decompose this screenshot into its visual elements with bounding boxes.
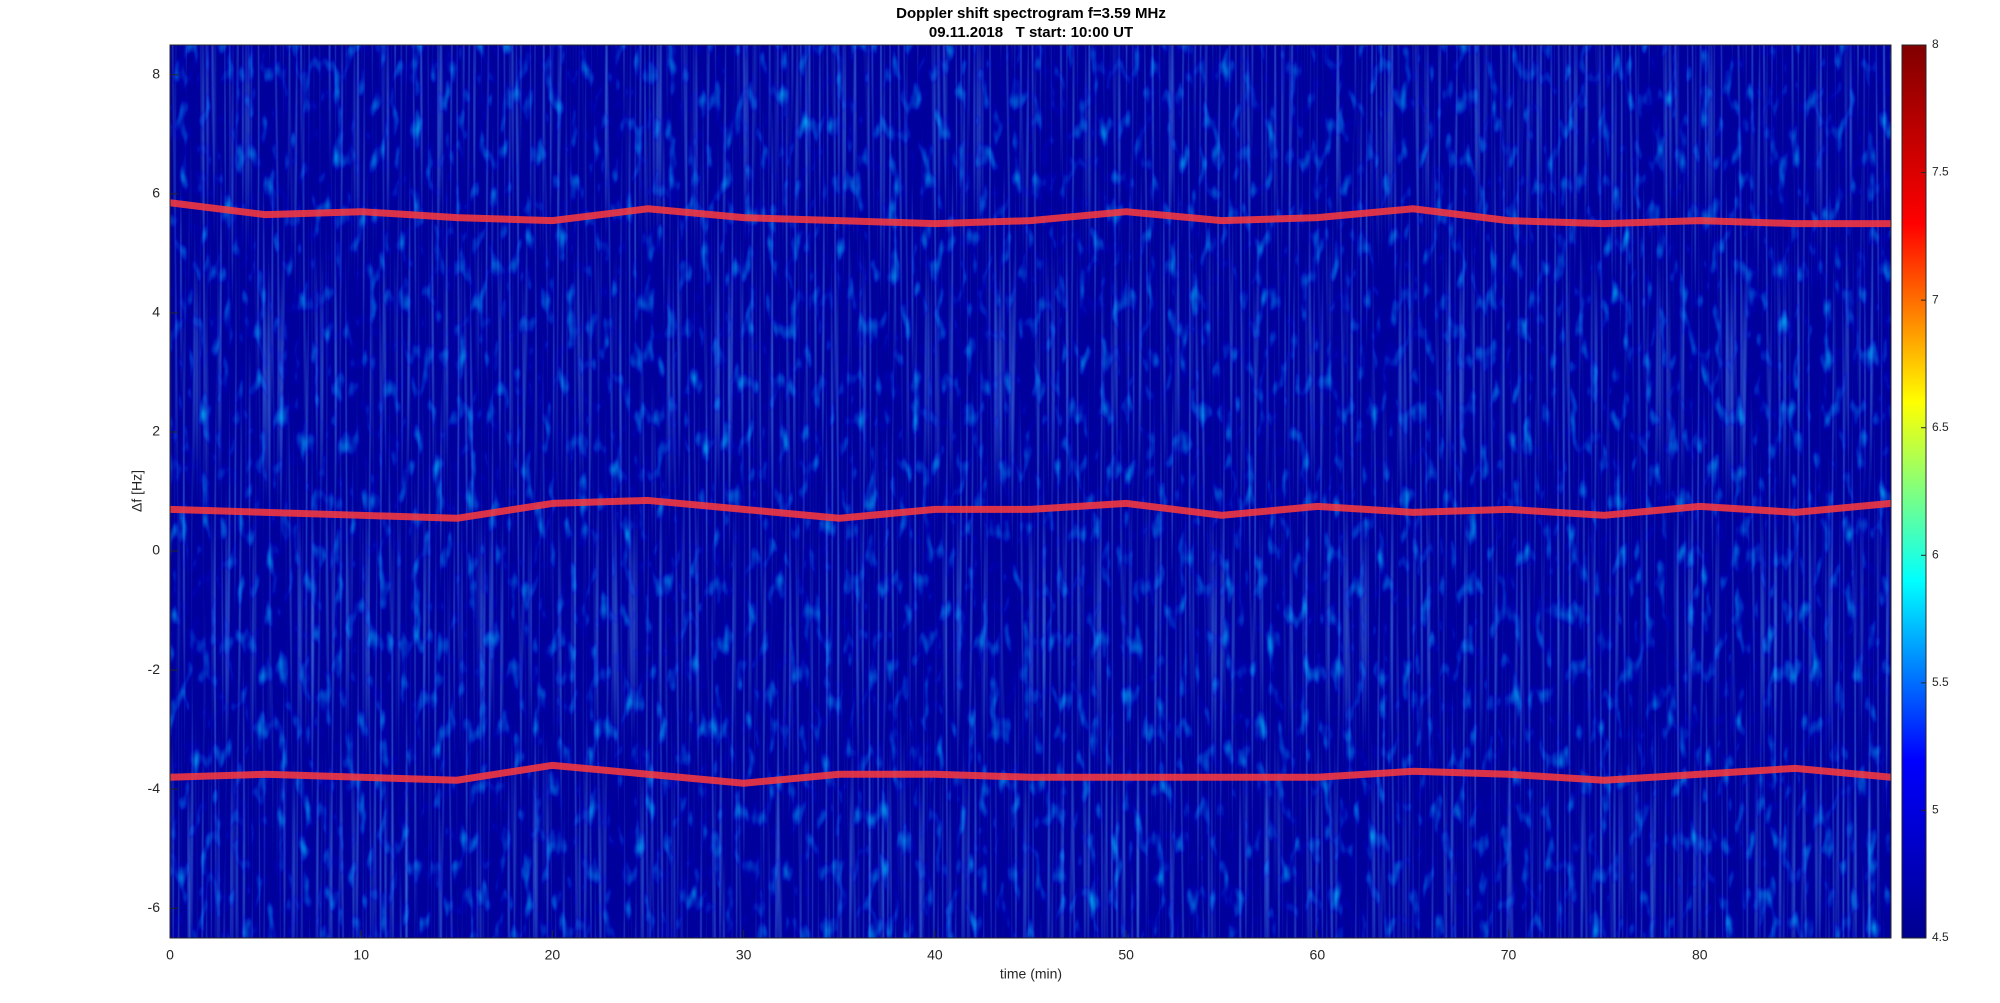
colorbar-tick-label: 8 <box>1932 37 1939 51</box>
y-tick-label: 6 <box>152 185 160 201</box>
colorbar-tick-label: 7 <box>1932 292 1939 306</box>
colorbar-tick-label: 5 <box>1932 803 1939 817</box>
y-tick-label: 8 <box>152 65 160 81</box>
x-tick-label: 50 <box>1118 947 1134 963</box>
noise-texture <box>170 45 1891 938</box>
plot-frame <box>169 44 1892 939</box>
y-tick-label: -4 <box>148 780 161 796</box>
y-tick-label: -6 <box>148 899 161 915</box>
colorbar-tick-label: 6.5 <box>1932 420 1949 434</box>
x-tick-label: 60 <box>1310 947 1326 963</box>
x-tick-label: 30 <box>736 947 752 963</box>
y-tick-label: 0 <box>152 542 160 558</box>
colorbar-tick-label: 4.5 <box>1932 930 1949 944</box>
y-tick-label: 4 <box>152 304 160 320</box>
x-axis-label: time (min) <box>1000 966 1062 982</box>
signal-trace <box>169 496 1892 522</box>
colorbar-tick-label: 5.5 <box>1932 675 1949 689</box>
colorbar-tick-label: 7.5 <box>1932 165 1949 179</box>
chart-subtitle: 09.11.2018 T start: 10:00 UT <box>929 24 1133 41</box>
x-tick-label: 40 <box>927 947 943 963</box>
signal-trace <box>169 199 1891 228</box>
colorbar <box>1901 44 1927 939</box>
x-tick-label: 70 <box>1501 947 1517 963</box>
x-tick-label: 10 <box>353 947 369 963</box>
y-tick-label: -2 <box>148 661 161 677</box>
chart-title: Doppler shift spectrogram f=3.59 MHz <box>896 5 1166 22</box>
x-tick-label: 0 <box>166 947 174 963</box>
y-axis-label: Δf [Hz] <box>129 470 145 512</box>
signal-trace <box>169 761 1892 787</box>
x-tick-label: 80 <box>1692 947 1708 963</box>
y-tick-label: 2 <box>152 423 160 439</box>
x-tick-label: 20 <box>545 947 561 963</box>
colorbar-tick-label: 6 <box>1932 547 1939 561</box>
